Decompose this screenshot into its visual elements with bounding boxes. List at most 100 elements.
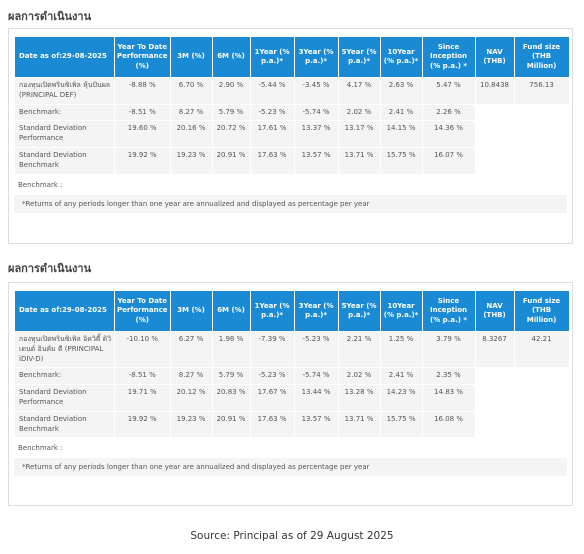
cell: 17.61 % <box>249 120 295 148</box>
cell: Standard Deviation Benchmark <box>14 410 115 439</box>
cell: -8.88 % <box>114 77 171 105</box>
header-cell: Year To Date Performance (%) <box>114 36 171 78</box>
data-row: Benchmark: -8.51 % 8.27 % 5.79 % -5.23 % -5.7… <box>14 103 570 122</box>
cell: 5.79 % <box>211 367 251 386</box>
cell: -8.51 % <box>114 367 171 386</box>
cell: 10.8438 <box>474 77 515 105</box>
header-cell: 3M (%) <box>169 36 213 78</box>
section-title: ผลการดำเนินงาน <box>8 262 92 275</box>
header-cell: 3Year (% p.a.)* <box>293 290 339 332</box>
cell: 6.70 % <box>169 77 213 105</box>
header-cell: 1Year (% p.a.)* <box>249 290 295 332</box>
cell: 19.71 % <box>114 384 171 412</box>
cell: 13.71 % <box>337 410 381 439</box>
section-title: ผลการดำเนินงาน <box>8 10 92 23</box>
cell: 8.3267 <box>474 330 515 369</box>
cell: 19.92 % <box>114 410 171 439</box>
cell: 42.21 <box>513 330 570 369</box>
cell: -10.10 % <box>114 330 171 369</box>
cell: 13.28 % <box>337 384 381 412</box>
cell: 8.27 % <box>169 103 213 122</box>
cell: 19.92 % <box>114 146 171 175</box>
cell: 17.63 % <box>249 410 295 439</box>
source: Source: Principal as of 29 August 2025 <box>190 530 394 542</box>
cell: 2.41 % <box>379 367 423 386</box>
cell: กองทุนเปิดพรินซิเพิล อิควิตี้ ดิวิเดนด์ … <box>14 330 115 369</box>
header-cell: Since Inception (% p.a.) * <box>421 36 476 78</box>
cell: 14.36 % <box>421 120 476 148</box>
cell: Standard Deviation Benchmark <box>14 146 115 175</box>
header-cell: 5Year (% p.a.)* <box>337 36 381 78</box>
header-cell: 6M (%) <box>211 290 251 332</box>
cell: 8.27 % <box>169 367 213 386</box>
cell: -5.23 % <box>249 367 295 386</box>
panel: Date as of:29-08-2025 Year To Date Perfor… <box>8 28 573 244</box>
cell: 19.23 % <box>169 146 213 175</box>
header-cell: NAV (THB) <box>474 290 515 332</box>
cell: 16.07 % <box>421 146 476 175</box>
cell: 13.71 % <box>337 146 381 175</box>
cell: 13.37 % <box>293 120 339 148</box>
cell: -3.45 % <box>293 77 339 105</box>
cell: 2.02 % <box>337 367 381 386</box>
cell: -5.23 % <box>249 103 295 122</box>
header-cell: Fund size (THB Million) <box>513 290 570 332</box>
cell: 15.75 % <box>379 146 423 175</box>
cell: 19.23 % <box>169 410 213 439</box>
header-row: Date as of:29-08-2025 Year To Date Perfor… <box>14 36 570 78</box>
data-row: กองทุนเปิดพรินซิเพิล หุ้นปันผล (PRINCIPA… <box>14 77 570 105</box>
cell: 13.17 % <box>337 120 381 148</box>
panel: Date as of:29-08-2025 Year To Date Perfor… <box>8 282 573 506</box>
cell: 14.83 % <box>421 384 476 412</box>
cell: 20.12 % <box>169 384 213 412</box>
note: *Returns of any periods longer than one … <box>14 194 567 213</box>
header-cell: 10Year (% p.a.)* <box>379 36 423 78</box>
header-cell: 1Year (% p.a.)* <box>249 36 295 78</box>
cell: Standard Deviation Performance <box>14 384 115 412</box>
cell: 2.41 % <box>379 103 423 122</box>
data-row: กองทุนเปิดพรินซิเพิล อิควิตี้ ดิวิเดนด์ … <box>14 330 570 369</box>
header-cell: Fund size (THB Million) <box>513 36 570 78</box>
cell: 2.26 % <box>421 103 476 122</box>
cell: 13.57 % <box>293 410 339 439</box>
cell: 6.27 % <box>169 330 213 369</box>
cell: Benchmark: <box>14 103 115 122</box>
header-row: Date as of:29-08-2025 Year To Date Perfor… <box>14 290 570 332</box>
header-cell: NAV (THB) <box>474 36 515 78</box>
cell: -5.74 % <box>293 103 339 122</box>
cell: 5.79 % <box>211 103 251 122</box>
performance-table: Date as of:29-08-2025 Year To Date Perfor… <box>14 290 570 439</box>
cell: 2.35 % <box>421 367 476 386</box>
cell: 3.79 % <box>421 330 476 369</box>
header-cell: 6M (%) <box>211 36 251 78</box>
cell: 2.63 % <box>379 77 423 105</box>
header-cell: Date as of:29-08-2025 <box>14 36 115 78</box>
header-cell: Since Inception (% p.a.) * <box>421 290 476 332</box>
cell: 5.47 % <box>421 77 476 105</box>
data-row: Standard Deviation Benchmark 19.92 % 19.23… <box>14 410 570 439</box>
header-cell: 3M (%) <box>169 290 213 332</box>
data-row: Benchmark: -8.51 % 8.27 % 5.79 % -5.23 % -5.7… <box>14 367 570 386</box>
cell: 756.13 <box>513 77 570 105</box>
cell: -5.23 % <box>293 330 339 369</box>
data-row: Standard Deviation Benchmark 19.92 % 19.23… <box>14 146 570 175</box>
cell: -5.44 % <box>249 77 295 105</box>
performance-table: Date as of:29-08-2025 Year To Date Perfor… <box>14 36 570 175</box>
cell: 4.17 % <box>337 77 381 105</box>
cell: Standard Deviation Performance <box>14 120 115 148</box>
note: *Returns of any periods longer than one … <box>14 458 567 477</box>
cell: 20.16 % <box>169 120 213 148</box>
header-cell: Year To Date Performance (%) <box>114 290 171 332</box>
header-cell: Date as of:29-08-2025 <box>14 290 115 332</box>
cell: 20.91 % <box>211 410 251 439</box>
cell: 13.44 % <box>293 384 339 412</box>
cell: 14.15 % <box>379 120 423 148</box>
benchmark-label: Benchmark : <box>18 180 63 189</box>
cell: 1.98 % <box>211 330 251 369</box>
header-cell: 10Year (% p.a.)* <box>379 290 423 332</box>
data-row: Standard Deviation Performance 19.60 % 20.… <box>14 120 570 148</box>
cell: 1.25 % <box>379 330 423 369</box>
cell: 2.90 % <box>211 77 251 105</box>
cell: กองทุนเปิดพรินซิเพิล หุ้นปันผล (PRINCIPA… <box>14 77 115 105</box>
